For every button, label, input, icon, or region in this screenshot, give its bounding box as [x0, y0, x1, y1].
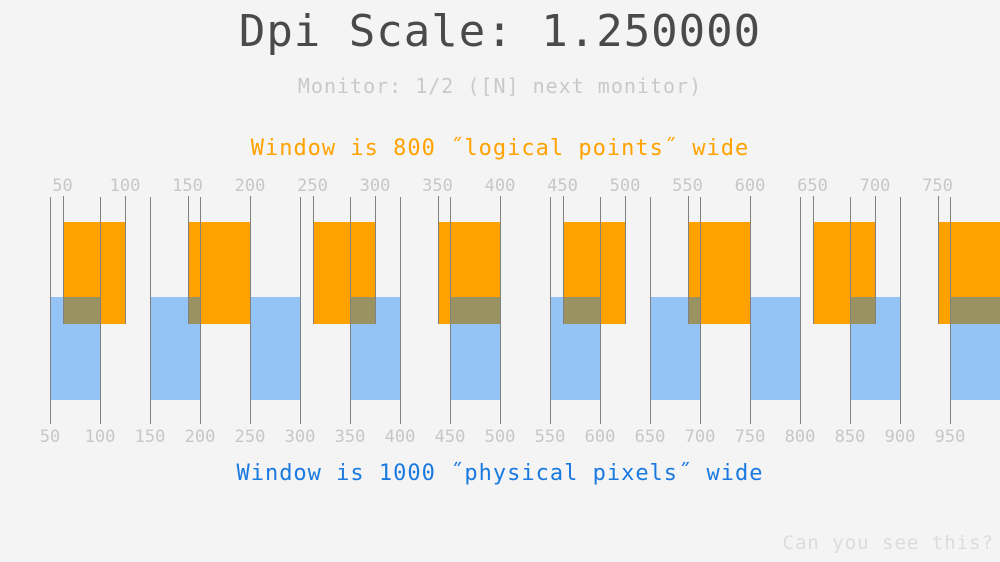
logical-points-tick-label: 650 [797, 176, 828, 196]
ruler-overlap-region [62, 297, 100, 324]
physical-pixels-tick-line [550, 197, 551, 424]
physical-pixels-caption: Window is 1000 ˝physical pixels˝ wide [236, 461, 764, 486]
physical-pixels-tick-label: 200 [184, 427, 216, 447]
ruler-overlap-region [687, 297, 700, 324]
ruler-overlap-region [450, 297, 500, 324]
logical-points-tick-line [563, 196, 564, 324]
ruler-overlap-region [562, 297, 600, 324]
physical-pixels-tick-label: 700 [684, 427, 716, 447]
physical-pixels-tick-label: 950 [934, 427, 966, 447]
physical-pixels-tick-label: 750 [734, 427, 766, 447]
physical-pixels-tick-line [650, 197, 651, 424]
logical-points-tick-label: 250 [297, 176, 328, 196]
physical-pixels-tick-label: 300 [284, 427, 316, 447]
physical-pixels-tick-line [850, 197, 851, 424]
physical-pixels-tick-line [50, 197, 51, 424]
physical-pixels-tick-label: 850 [834, 427, 866, 447]
physical-pixels-tick-label: 600 [584, 427, 616, 447]
logical-points-tick-line [688, 196, 689, 324]
physical-pixels-tick-label: 400 [384, 427, 416, 447]
logical-points-tick-label: 500 [609, 176, 641, 196]
physical-pixels-tick-line [250, 197, 251, 424]
physical-pixels-bar [250, 297, 300, 400]
physical-pixels-tick-line [400, 197, 401, 424]
physical-pixels-tick-line [750, 197, 751, 424]
physical-pixels-tick-label: 550 [534, 427, 566, 447]
logical-points-tick-line [63, 196, 64, 324]
ruler-overlap-region [850, 297, 875, 324]
ruler-overlap-region [187, 297, 200, 324]
physical-pixels-bar [750, 297, 800, 400]
physical-pixels-tick-line [200, 197, 201, 424]
logical-points-tick-label: 550 [672, 176, 703, 196]
ruler-overlap-region [350, 297, 375, 324]
logical-points-tick-line [438, 196, 439, 324]
legibility-note: Can you see this? [782, 532, 994, 554]
physical-pixels-tick-label: 250 [234, 427, 266, 447]
monitor-subtitle: Monitor: 1/2 ([N] next monitor) [297, 74, 703, 98]
logical-points-tick-line [313, 196, 314, 324]
physical-pixels-tick-line [800, 197, 801, 424]
physical-pixels-tick-line [950, 197, 951, 424]
physical-pixels-tick-line [600, 197, 601, 424]
logical-points-tick-label: 600 [734, 176, 766, 196]
logical-points-tick-label: 50 [52, 176, 73, 196]
logical-points-tick-label: 200 [234, 176, 266, 196]
physical-pixels-tick-label: 650 [634, 427, 666, 447]
physical-pixels-tick-label: 800 [784, 427, 816, 447]
physical-pixels-tick-label: 350 [334, 427, 366, 447]
logical-points-tick-line [875, 196, 876, 324]
logical-points-tick-label: 400 [484, 176, 516, 196]
logical-points-tick-line [813, 196, 814, 324]
physical-pixels-tick-label: 100 [84, 427, 116, 447]
physical-pixels-tick-label: 900 [884, 427, 916, 447]
logical-points-tick-line [375, 196, 376, 324]
logical-points-tick-line [125, 196, 126, 324]
physical-pixels-tick-label: 50 [39, 427, 61, 447]
logical-points-tick-label: 750 [922, 176, 953, 196]
logical-points-caption: Window is 800 ˝logical points˝ wide [250, 136, 750, 161]
physical-pixels-tick-line [150, 197, 151, 424]
physical-pixels-tick-line [100, 197, 101, 424]
logical-points-tick-label: 100 [109, 176, 141, 196]
physical-pixels-tick-line [900, 197, 901, 424]
physical-pixels-tick-line [500, 197, 501, 424]
physical-pixels-tick-line [350, 197, 351, 424]
physical-pixels-tick-label: 450 [434, 427, 466, 447]
physical-pixels-tick-label: 500 [484, 427, 516, 447]
logical-points-tick-label: 700 [859, 176, 891, 196]
physical-pixels-tick-line [450, 197, 451, 424]
physical-pixels-tick-label: 150 [134, 427, 166, 447]
page-title: Dpi Scale: 1.250000 [238, 6, 762, 57]
logical-points-tick-label: 350 [422, 176, 453, 196]
ruler-overlap-region [950, 297, 1000, 324]
physical-pixels-tick-line [700, 197, 701, 424]
logical-points-tick-label: 450 [547, 176, 578, 196]
logical-points-tick-label: 150 [172, 176, 203, 196]
logical-points-tick-line [625, 196, 626, 324]
logical-points-tick-line [938, 196, 939, 324]
logical-points-tick-line [188, 196, 189, 324]
physical-pixels-tick-line [300, 197, 301, 424]
logical-points-tick-label: 300 [359, 176, 391, 196]
